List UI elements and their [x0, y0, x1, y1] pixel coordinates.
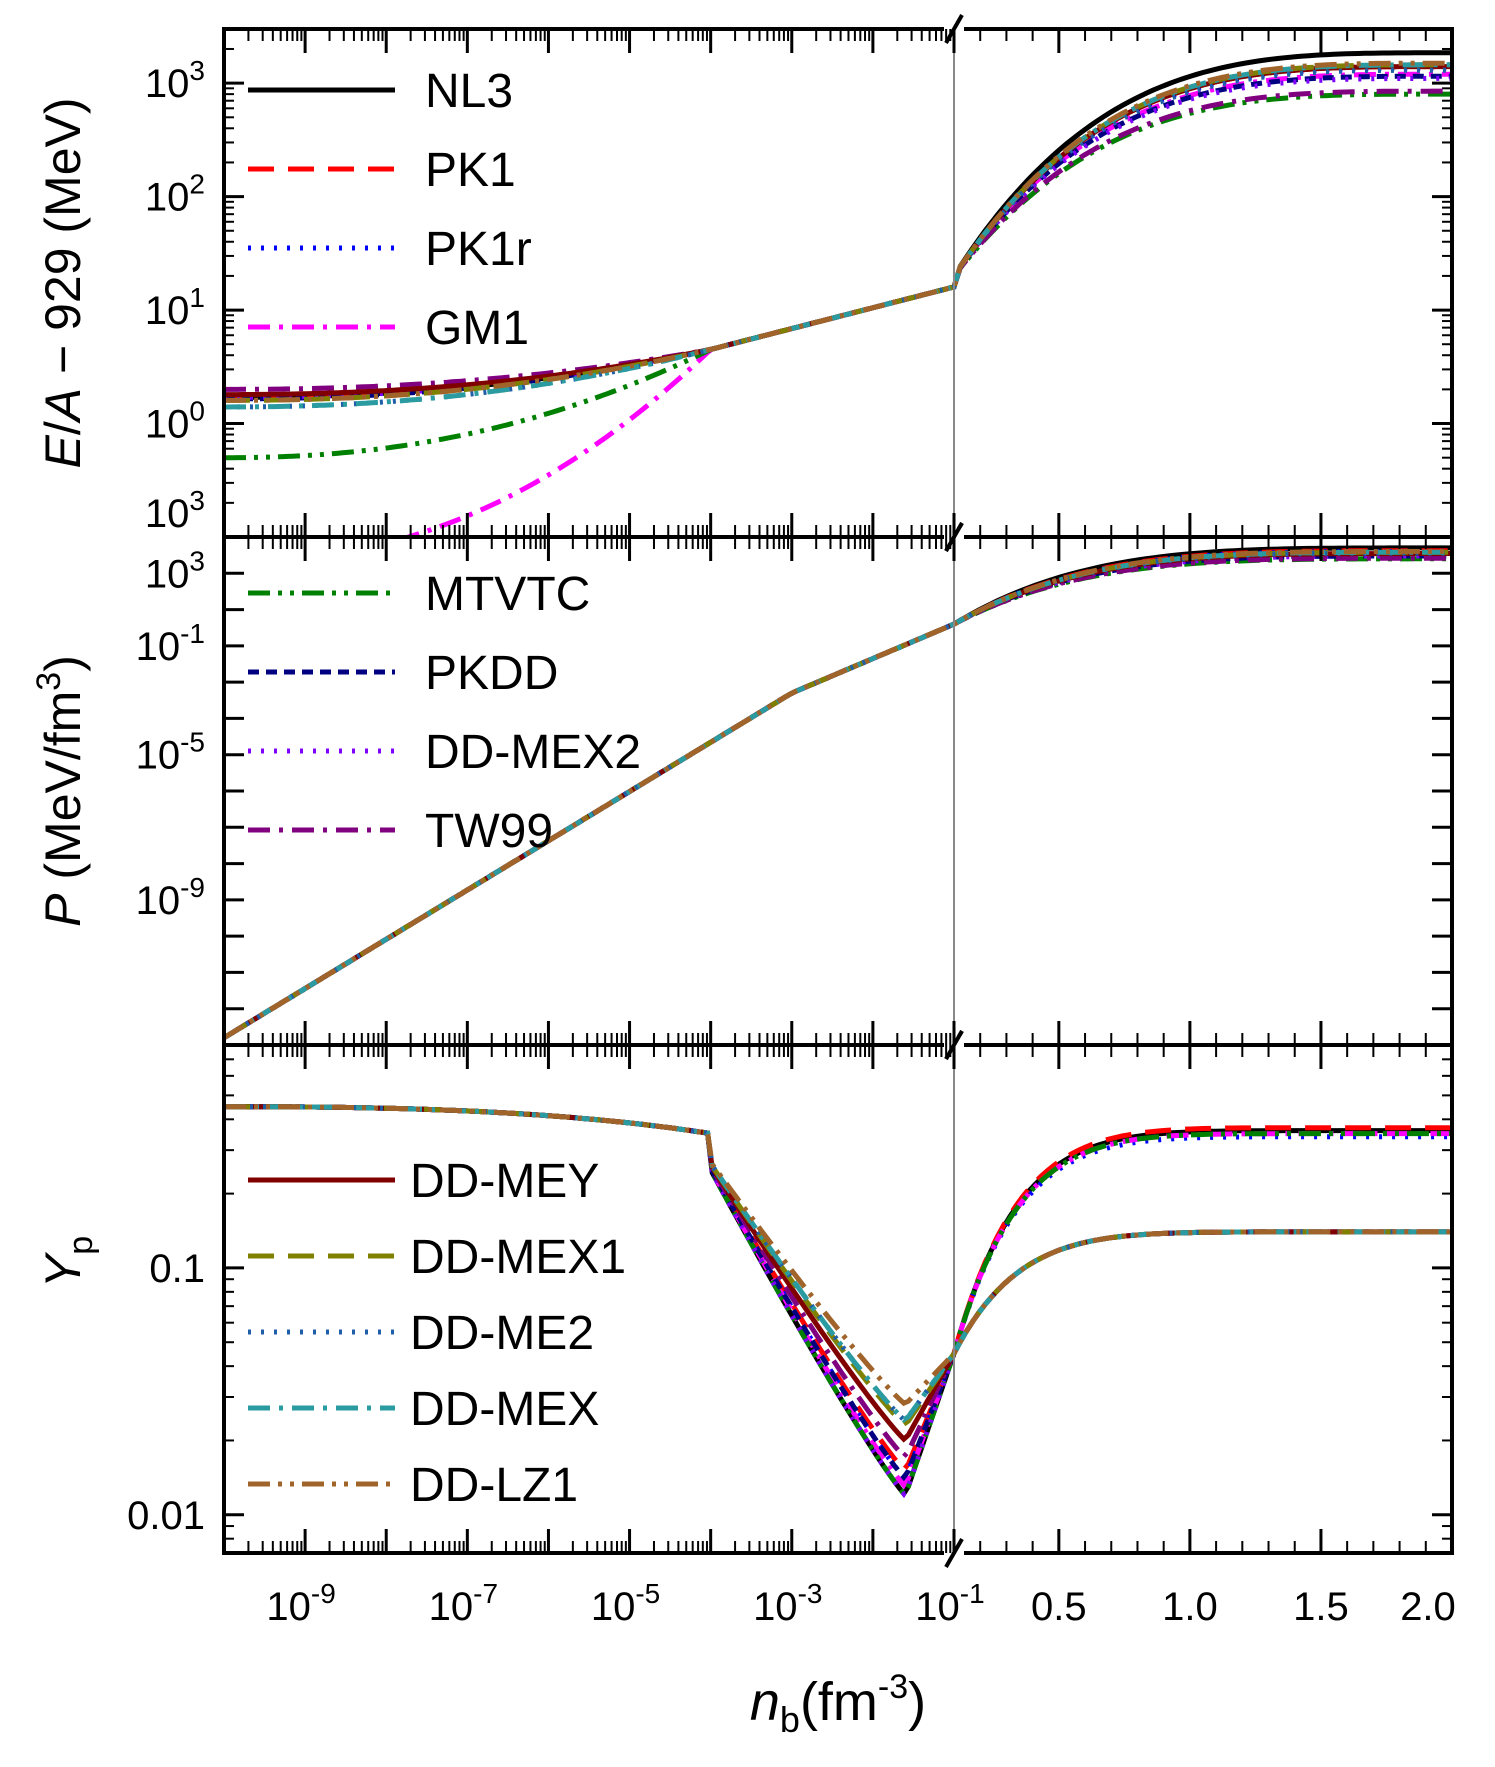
- ylabel-yp: Yp: [35, 1236, 100, 1288]
- x-tick-label: 1.5: [1293, 1585, 1349, 1629]
- series-pkdd-yp: [224, 1104, 1452, 1482]
- x-tick-label: 10-7: [429, 1578, 498, 1629]
- legend-label: PK1: [425, 144, 516, 197]
- legend-label: PKDD: [425, 647, 558, 700]
- y-tick-label: 103: [145, 545, 205, 596]
- x-axis-label: nb(fm-3): [750, 1668, 926, 1740]
- panel-ea: 103 102 101 100 103 E/A − 929 (MeV) NL3 PK1 PK…: [35, 47, 1452, 539]
- x-tick-label: 10-5: [591, 1578, 660, 1629]
- legend-label: TW99: [425, 805, 553, 858]
- legend-yp: DD-MEY DD-MEX1 DD-ME2 DD-MEX DD-LZ1: [248, 1155, 626, 1512]
- series-tw99-p: [224, 555, 1452, 1040]
- ticks-ea: 103 102 101 100 103: [145, 47, 1452, 539]
- series-mtvtc-ea: [224, 91, 1452, 461]
- y-tick-label: 10-1: [136, 618, 205, 669]
- series-dd-mey-p: [224, 551, 1452, 1040]
- legend-label: MTVTC: [425, 568, 590, 621]
- series-mtvtc-p: [224, 556, 1452, 1040]
- series-dd-lz1-yp: [224, 1104, 1452, 1407]
- y-tick-label: 10-9: [136, 872, 205, 923]
- series-dd-mey-ea: [224, 64, 1452, 398]
- y-tick-label: 0.01: [127, 1494, 205, 1538]
- panel-yp: 0.1 0.01 Yp DD-MEY DD-MEX1 DD-ME2 DD-MEX DD-L…: [35, 1058, 1452, 1540]
- y-tick-label: 103: [145, 55, 205, 106]
- x-tick-label: 10-1: [915, 1578, 984, 1629]
- series-dd-mex1-p: [224, 549, 1452, 1040]
- series-dd-me2-p: [224, 550, 1452, 1040]
- series-tw99-yp: [224, 1104, 1452, 1461]
- series-pk1r-yp: [224, 1104, 1452, 1482]
- legend-label: DD-LZ1: [410, 1459, 578, 1512]
- series-pk1r-p: [224, 548, 1452, 1040]
- series-dd-mex-ea: [224, 62, 1452, 410]
- series-nl3-yp: [224, 1104, 1452, 1499]
- x-tick-label: 10-9: [266, 1578, 335, 1629]
- legend-p: MTVTC PKDD DD-MEX2 TW99: [248, 568, 641, 858]
- legend-label: GM1: [425, 302, 529, 355]
- legend-ea: NL3 PK1 PK1r GM1: [248, 65, 532, 355]
- panel-frame: [222, 535, 1454, 1047]
- legend-label: NL3: [425, 65, 513, 118]
- ylabel-p: P (MeV/fm3): [30, 655, 91, 927]
- series-pkdd-ea: [224, 73, 1452, 402]
- panel-frame: [222, 27, 1454, 539]
- legend-label: DD-MEY: [410, 1155, 599, 1208]
- legend-label: DD-MEX1: [410, 1231, 626, 1284]
- y-tick-label: 102: [145, 169, 205, 220]
- y-tick-label: 103: [145, 485, 205, 536]
- x-tick-label: 2.0: [1400, 1585, 1456, 1629]
- legend-label: PK1r: [425, 223, 532, 276]
- series-pk1r-ea: [224, 65, 1452, 400]
- series-dd-mex1-ea: [224, 62, 1452, 403]
- series-pkdd-p: [224, 553, 1452, 1040]
- curves-yp: [224, 1104, 1452, 1499]
- legend-label: DD-ME2: [410, 1307, 594, 1360]
- series-nl3-ea: [224, 50, 1452, 400]
- curves-p: [224, 545, 1452, 1040]
- legend-label: DD-MEX: [410, 1383, 599, 1436]
- series-pk1-p: [224, 548, 1452, 1040]
- panel-p: 103 10-1 10-5 10-9 P (MeV/fm3) MTVTC PKDD DD-…: [30, 535, 1452, 1047]
- curves-ea: [224, 50, 1452, 537]
- series-tw99-ea: [224, 88, 1452, 392]
- series-dd-me2-ea: [224, 67, 1452, 410]
- x-tick-label: 0.5: [1031, 1585, 1087, 1629]
- y-tick-label: 0.1: [149, 1247, 205, 1291]
- series-dd-mex2-p: [224, 553, 1452, 1040]
- series-dd-mex2-ea: [224, 75, 1452, 400]
- series-gm1-p: [224, 551, 1452, 1040]
- y-tick-label: 10-5: [136, 727, 205, 778]
- series-gm1-yp: [224, 1104, 1452, 1490]
- series-mtvtc-yp: [224, 1104, 1452, 1499]
- series-dd-mex2-yp: [224, 1104, 1452, 1499]
- series-dd-mex-p: [224, 549, 1452, 1040]
- series-dd-lz1-p: [224, 548, 1452, 1040]
- panel-frame: [222, 1043, 1454, 1555]
- series-dd-lz1-ea: [224, 60, 1452, 403]
- x-axis-ticks: 10-9 10-7 10-5 10-3 10-1 0.5 1.0 1.5 2.0: [222, 29, 1456, 1629]
- y-tick-label: 101: [145, 282, 205, 333]
- ylabel-ea: E/A − 929 (MeV): [35, 97, 91, 468]
- legend-label: DD-MEX2: [425, 726, 641, 779]
- x-tick-label: 1.0: [1162, 1585, 1218, 1629]
- x-tick-label: 10-3: [753, 1578, 822, 1629]
- y-tick-label: 100: [145, 396, 205, 447]
- series-nl3-p: [224, 545, 1452, 1040]
- series-pk1-yp: [224, 1104, 1452, 1474]
- panel-frames: [222, 14, 1454, 1568]
- series-pk1-ea: [224, 64, 1452, 399]
- ticks-p: 103 10-1 10-5 10-9: [136, 535, 1452, 1047]
